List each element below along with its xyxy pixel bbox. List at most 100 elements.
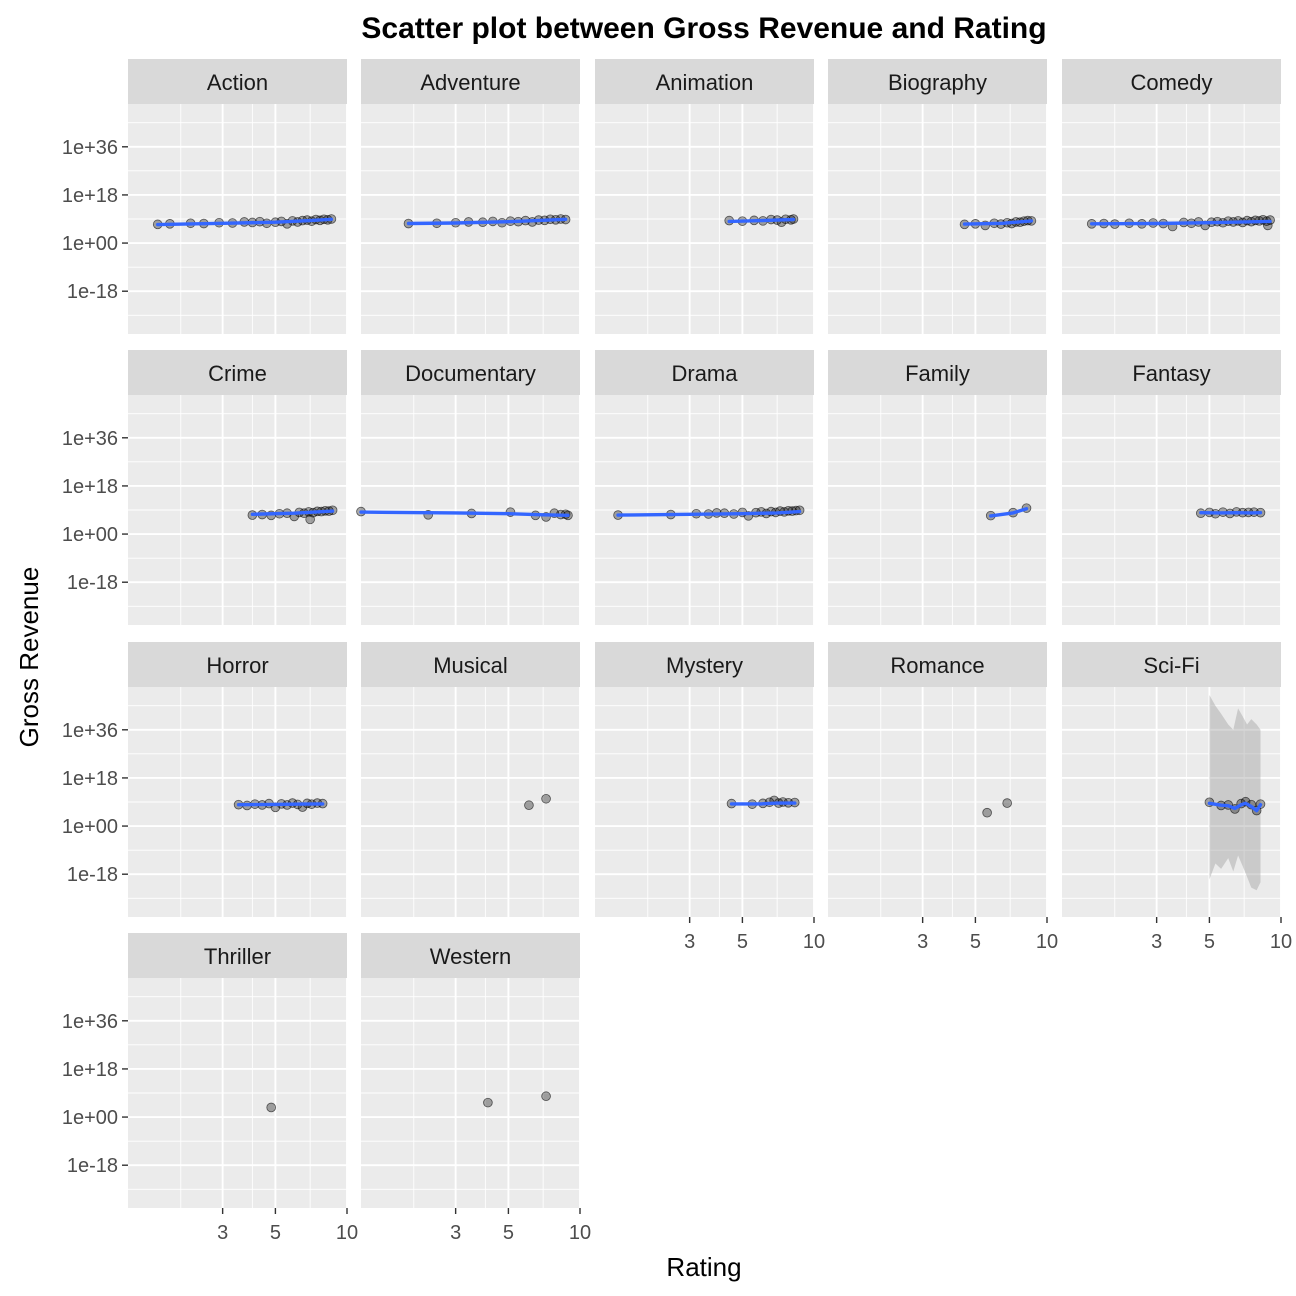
facet-panels: Action 1e+36 1e+18 1e+00 1e-18 Adventure Anima…: [62, 59, 1292, 1244]
facet-panel: Musical: [361, 642, 581, 917]
facet-strip-label: Musical: [433, 653, 508, 678]
facet-strip-label: Action: [207, 70, 268, 95]
y-tick-label: 1e+36: [62, 137, 118, 159]
y-tick-label: 1e+18: [62, 185, 118, 207]
data-point: [1002, 798, 1012, 808]
smooth-line: [1090, 219, 1272, 226]
facet-panel: Western 3 5 10: [361, 933, 591, 1244]
smooth-line: [250, 509, 335, 516]
facet-strip-label: Horror: [206, 653, 268, 678]
facet-panel: Sci-Fi 3 5 10: [1062, 642, 1292, 953]
y-tick-label: 1e-18: [67, 281, 118, 303]
x-tick-label: 10: [336, 1222, 358, 1244]
facet-strip-label: Romance: [890, 653, 984, 678]
y-tick-label: 1e+00: [62, 816, 118, 838]
data-point: [982, 807, 992, 818]
y-tick-label: 1e-18: [67, 1155, 118, 1177]
facet-strip-label: Comedy: [1131, 70, 1213, 95]
facet-panel: Crime 1e+36 1e+18 1e+00 1e-18: [62, 350, 348, 625]
facet-strip-label: Western: [430, 944, 512, 969]
x-tick-label: 5: [737, 931, 748, 953]
x-tick-label: 10: [803, 931, 825, 953]
facet-panel: Animation: [595, 59, 815, 334]
data-point: [305, 514, 315, 525]
x-tick-label: 3: [217, 1222, 228, 1244]
smooth-line: [729, 801, 797, 806]
facet-strip: [361, 350, 580, 395]
smooth-line: [962, 219, 1034, 226]
facet-panel: Fantasy: [1062, 350, 1282, 625]
facet-strip: [128, 642, 347, 687]
x-tick-label: 3: [450, 1222, 461, 1244]
data-point: [483, 1097, 493, 1108]
facet-strip: [361, 59, 580, 104]
y-tick-label: 1e+18: [62, 476, 118, 498]
facet-strip-label: Thriller: [204, 944, 271, 969]
y-tick-label: 1e+00: [62, 524, 118, 546]
y-tick-label: 1e+00: [62, 233, 118, 255]
smooth-line: [236, 802, 325, 807]
facet-panel: Drama: [595, 350, 815, 625]
facet-strip: [1062, 642, 1281, 687]
y-tick-label: 1e+36: [62, 720, 118, 742]
smooth-line: [727, 217, 796, 224]
facet-strip: [128, 350, 347, 395]
smooth-line: [1207, 801, 1263, 813]
x-axis-title: Rating: [666, 1252, 741, 1282]
x-tick-label: 3: [1151, 931, 1162, 953]
smooth-line: [406, 217, 568, 226]
y-tick-label: 1e+36: [62, 1011, 118, 1033]
y-tick-label: 1e+00: [62, 1107, 118, 1129]
x-tick-label: 5: [270, 1222, 281, 1244]
facet-strip: [128, 933, 347, 978]
facet-panel: Documentary: [356, 350, 581, 625]
y-tick-label: 1e+36: [62, 428, 118, 450]
y-tick-label: 1e+18: [62, 1059, 118, 1081]
y-axis-title: Gross Revenue: [14, 567, 44, 748]
facet-strip-label: Drama: [671, 361, 738, 386]
facet-strip-label: Adventure: [420, 70, 520, 95]
facet-panel: Mystery 3 5 10: [595, 642, 825, 953]
x-tick-label: 10: [1270, 931, 1292, 953]
facet-strip-label: Biography: [888, 70, 987, 95]
facet-panel: Action 1e+36 1e+18 1e+00 1e-18: [62, 59, 348, 334]
facet-strip: [828, 59, 1047, 104]
y-tick-label: 1e+18: [62, 768, 118, 790]
facet-strip: [595, 59, 814, 104]
facet-strip-label: Mystery: [666, 653, 743, 678]
facet-strip: [361, 642, 580, 687]
smooth-line: [359, 510, 570, 517]
x-tick-label: 5: [503, 1222, 514, 1244]
facet-strip: [361, 933, 580, 978]
data-point: [524, 800, 534, 811]
facet-strip-label: Crime: [208, 361, 267, 386]
data-point: [266, 1102, 276, 1113]
facet-strip: [1062, 59, 1281, 104]
chart-title: Scatter plot between Gross Revenue and R…: [361, 12, 1046, 45]
facet-strip: [828, 642, 1047, 687]
y-tick-label: 1e-18: [67, 864, 118, 886]
x-tick-label: 3: [684, 931, 695, 953]
facet-panel: Biography: [828, 59, 1048, 334]
facet-strip: [128, 59, 347, 104]
x-tick-label: 10: [1036, 931, 1058, 953]
x-tick-label: 10: [569, 1222, 591, 1244]
smooth-line: [616, 509, 802, 517]
data-point: [541, 793, 551, 804]
facet-strip: [595, 642, 814, 687]
facet-strip-label: Documentary: [405, 361, 536, 386]
y-tick-label: 1e-18: [67, 572, 118, 594]
x-tick-label: 5: [970, 931, 981, 953]
facet-strip-label: Sci-Fi: [1143, 653, 1199, 678]
facet-strip: [1062, 350, 1281, 395]
confidence-band: [1209, 695, 1261, 891]
facet-panel: Adventure: [361, 59, 581, 334]
facet-strip-label: Animation: [656, 70, 754, 95]
facet-strip-label: Family: [905, 361, 970, 386]
smooth-line: [989, 507, 1029, 518]
facet-panel: Family: [828, 350, 1048, 625]
facet-strip: [595, 350, 814, 395]
x-tick-label: 5: [1204, 931, 1215, 953]
facet-strip: [828, 350, 1047, 395]
